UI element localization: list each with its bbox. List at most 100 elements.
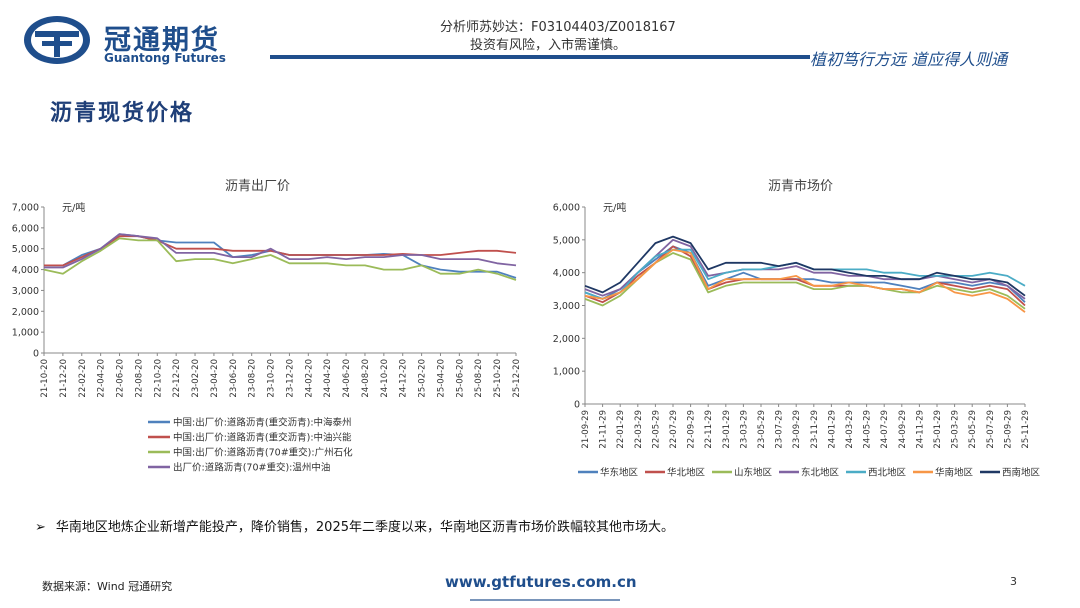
page-title: 沥青现货价格 [50,101,195,126]
x-tick-label: 24-09-29 [898,410,908,449]
legend-label: 华东地区 [600,467,639,479]
x-tick-label: 22-08-20 [134,359,144,398]
x-tick-label: 25-12-20 [512,359,522,398]
chart-title-market: 沥青市场价 [768,179,834,194]
y-axis-unit: 元/吨 [62,201,85,214]
x-tick-label: 25-04-20 [436,359,446,398]
legend-label: 中国:出厂价:道路沥青(重交沥青):中海泰州 [173,417,352,429]
y-tick-label: 4,000 [12,265,39,276]
x-tick-label: 25-08-20 [474,359,484,398]
x-tick-label: 22-01-29 [616,410,626,449]
x-tick-label: 23-05-29 [757,410,767,449]
x-tick-label: 24-12-20 [399,359,409,398]
x-tick-label: 25-11-29 [1021,410,1031,449]
x-tick-label: 24-03-29 [845,410,855,449]
page-number: 3 [1010,575,1017,588]
series-line-6 [584,235,1026,297]
x-tick-label: 22-12-20 [172,359,182,398]
x-tick-label: 22-09-29 [687,410,697,449]
x-tick-label: 25-03-29 [951,410,961,449]
analyst-info: 分析师苏妙达：F03104403/Z0018167 [440,20,676,35]
x-tick-label: 23-09-29 [792,410,802,449]
chart-market-price: 元/吨 0 1,000 2,000 3,000 4,000 5,000 6,000 21-09-… [553,201,1041,479]
x-tick-label: 24-11-29 [915,410,925,449]
x-tick-label: 25-09-29 [1003,410,1013,449]
x-tick-label: 24-08-20 [361,359,371,398]
y-tick-label: 5,000 [553,235,580,246]
x-tick-label: 23-01-29 [722,410,732,449]
x-tick-label: 23-06-20 [229,359,239,398]
series-line-0 [584,245,1026,303]
x-tick-label: 22-11-29 [704,410,714,449]
x-tick-label: 22-06-20 [116,359,126,398]
x-tick-label: 24-01-29 [827,410,837,449]
x-tick-label: 22-10-20 [153,359,163,398]
bullet-text: 华南地区地炼企业新增产能投产，降价销售，2025年二季度以来，华南地区沥青市场价… [55,520,674,535]
y-tick-label: 1,000 [12,328,39,339]
legend-label: 华北地区 [667,467,706,479]
y-tick-label: 5,000 [12,244,39,255]
company-logo [24,16,90,64]
legend-label: 中国:出厂价:道路沥青(重交沥青):中油兴能 [173,432,352,444]
y-tick-label: 6,000 [12,223,39,234]
x-tick-label: 25-01-29 [933,410,943,449]
legend-label: 中国:出厂价:道路沥青(70#重交):广州石化 [173,447,353,459]
x-tick-label: 23-11-29 [810,410,820,449]
x-tick-label: 25-05-29 [968,410,978,449]
x-tick-label: 24-07-29 [880,410,890,449]
x-tick-label: 24-10-20 [380,359,390,398]
legend-label: 出厂价:道路沥青(70#重交):温州中油 [173,462,330,474]
x-tick-label: 25-02-20 [418,359,428,398]
series-line-2 [43,237,517,281]
y-tick-label: 1,000 [553,367,580,378]
series-line-5 [584,248,1026,313]
bullet-note: ➢ 华南地区地炼企业新增产能投产，降价销售，2025年二季度以来，华南地区沥青市场… [35,516,674,535]
x-tick-label: 25-06-20 [455,359,465,398]
series-line-4 [584,248,1026,300]
x-tick-label: 22-04-20 [97,359,107,398]
x-tick-label: 22-02-20 [78,359,88,398]
data-source: 数据来源：Wind 冠通研究 [42,580,173,593]
x-tick-label: 22-05-29 [651,410,661,449]
y-tick-label: 4,000 [553,268,580,279]
footer-bar [470,599,620,601]
slogan: 植初笃行方远 道应得人则通 [810,50,1008,69]
x-tick-label: 23-04-20 [210,359,220,398]
series-line-3 [584,238,1026,300]
x-tick-label: 23-10-20 [267,359,277,398]
x-tick-label: 23-03-29 [739,410,749,449]
bullet-arrow-icon: ➢ [35,520,46,535]
x-tick-label: 22-03-29 [634,410,644,449]
y-tick-label: 0 [574,400,580,411]
x-tick-label: 22-07-29 [669,410,679,449]
legend-label: 山东地区 [734,467,773,479]
y-tick-label: 0 [33,349,39,360]
chart-factory-price: 元/吨 0 1,000 2,000 3,000 4,000 5,000 6,000 7,000 2… [12,201,522,474]
x-tick-label: 23-08-20 [248,359,258,398]
y-tick-label: 2,000 [12,307,39,318]
x-tick-label: 23-02-20 [191,359,201,398]
x-tick-label: 25-10-20 [493,359,503,398]
series-line-3 [44,233,517,269]
x-tick-label: 24-06-20 [342,359,352,398]
x-tick-label: 23-12-20 [285,359,295,398]
x-tick-label: 25-07-29 [986,410,996,449]
footer-url-link[interactable]: www.gtfutures.com.cn [445,573,637,591]
y-tick-label: 6,000 [553,203,580,214]
x-tick-label: 21-09-29 [581,410,591,449]
legend-label: 东北地区 [801,467,840,479]
legend-label: 西南地区 [1002,467,1041,479]
y-tick-label: 3,000 [553,301,580,312]
y-axis-unit: 元/吨 [603,201,626,214]
x-tick-label: 21-12-20 [59,359,69,398]
chart-title-factory: 沥青出厂价 [225,179,291,194]
header-rule [270,55,810,59]
y-tick-label: 7,000 [12,203,39,214]
y-tick-label: 2,000 [553,334,580,345]
legend-label: 华南地区 [935,467,974,479]
risk-notice: 投资有风险，入市需谨慎。 [470,38,627,53]
x-tick-label: 24-05-29 [863,410,873,449]
x-tick-label: 24-02-20 [304,359,314,398]
brand-name-cn: 冠通期货 [104,25,220,56]
x-tick-label: 21-10-20 [40,359,50,398]
